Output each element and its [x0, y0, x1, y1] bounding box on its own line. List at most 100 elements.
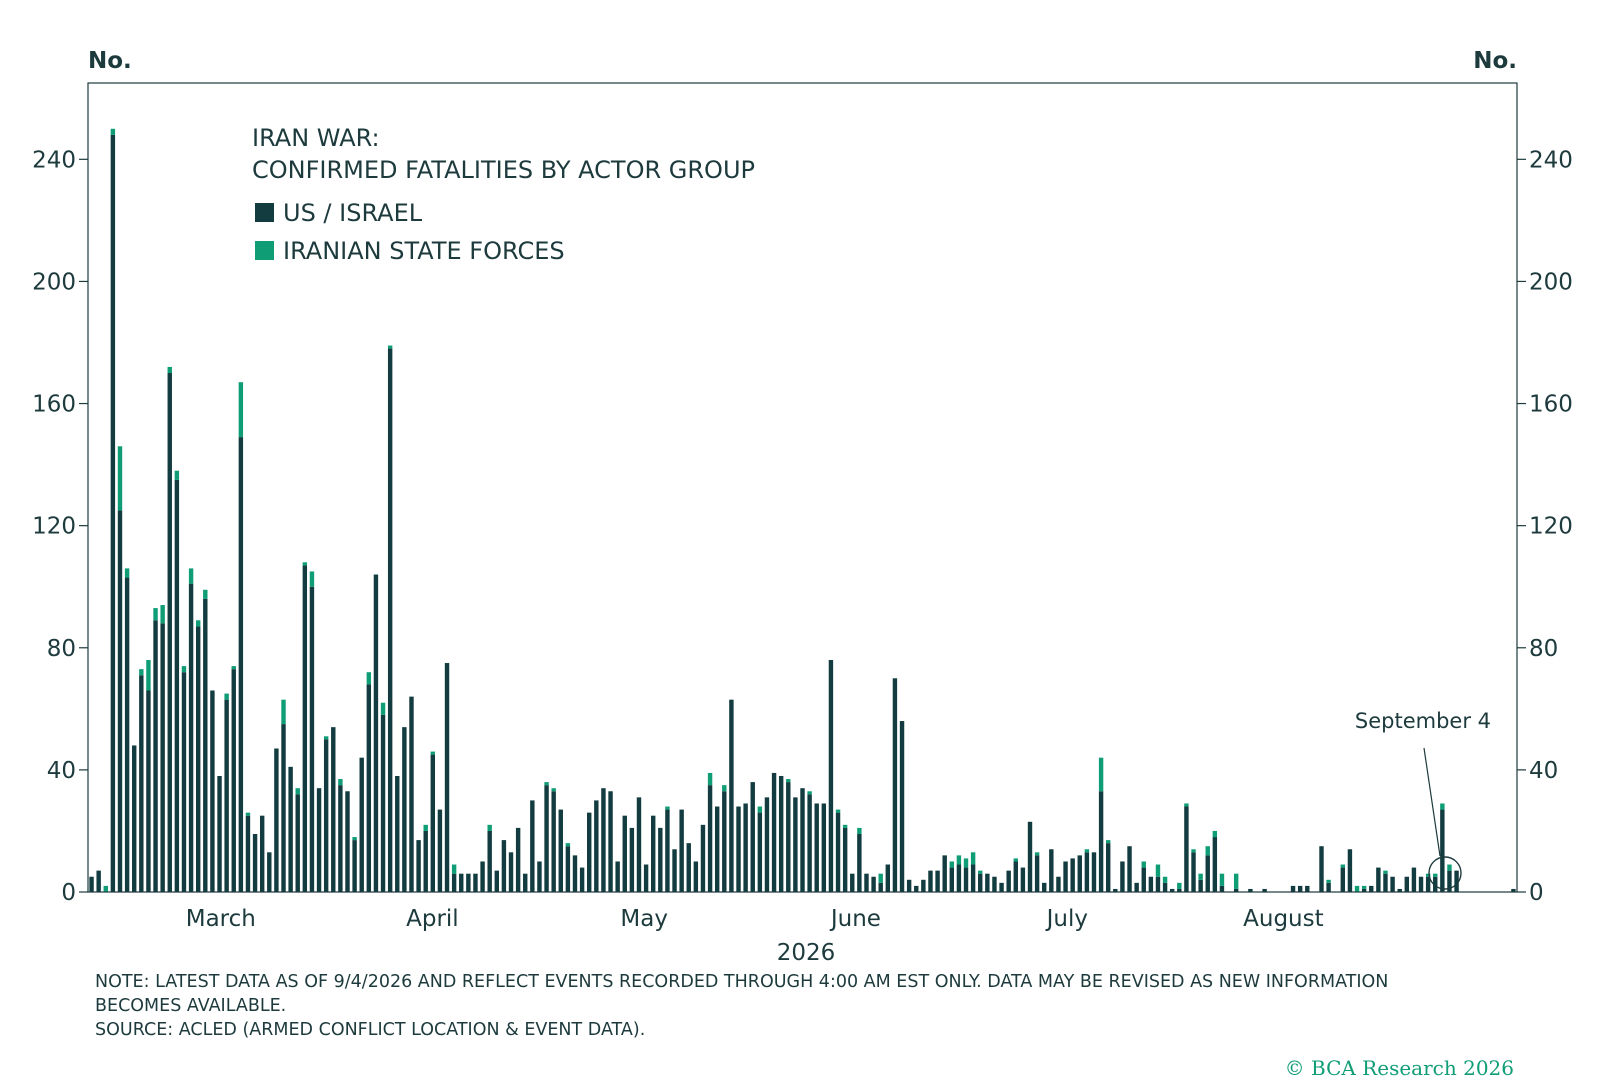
bar-us-israel	[778, 775, 784, 892]
bar-us-israel	[807, 794, 812, 892]
bar-us-israel	[928, 870, 933, 892]
bar-iranian-state-forces	[1212, 830, 1218, 838]
bar-us-israel	[1091, 852, 1097, 892]
bar-us-israel	[587, 812, 592, 892]
bar-iranian-state-forces	[1425, 873, 1431, 877]
note-line-1: NOTE: LATEST DATA AS OF 9/4/2026 AND REF…	[95, 972, 1389, 992]
bar-us-israel	[309, 586, 315, 892]
bar-iranian-state-forces	[551, 788, 556, 792]
bar-us-israel	[359, 757, 364, 892]
bar-us-israel	[323, 739, 329, 892]
y-unit-left: No.	[88, 48, 132, 74]
bar-us-israel	[1418, 876, 1424, 892]
chart-notes: NOTE: LATEST DATA AS OF 9/4/2026 AND REF…	[95, 970, 1515, 1042]
bar-iranian-state-forces	[1106, 840, 1111, 844]
bar-iranian-state-forces	[103, 885, 108, 892]
bar-iranian-state-forces	[338, 779, 343, 786]
bar-us-israel	[757, 812, 763, 892]
x-axis-year-label: 2026	[777, 940, 836, 966]
bar-us-israel	[978, 873, 983, 892]
annotation-label: September 4	[1355, 709, 1491, 733]
bar-us-israel	[1084, 852, 1090, 892]
bar-us-israel	[793, 797, 798, 892]
bar-us-israel	[572, 855, 578, 892]
bar-us-israel	[665, 809, 670, 892]
bar-us-israel	[1404, 876, 1410, 892]
legend-label-us-israel: US / ISRAEL	[283, 199, 423, 227]
bar-us-israel	[1326, 882, 1331, 892]
bar-iranian-state-forces	[707, 772, 713, 786]
bar-us-israel	[921, 879, 926, 892]
bar-us-israel	[352, 840, 357, 892]
bar-iranian-state-forces	[451, 864, 457, 874]
bar-us-israel	[530, 800, 535, 892]
legend-swatch-us-israel	[255, 203, 274, 222]
bar-iranian-state-forces	[1184, 803, 1189, 807]
bar-iranian-state-forces	[1433, 873, 1438, 877]
bar-iranian-state-forces	[1340, 864, 1346, 868]
bar-us-israel	[494, 870, 499, 892]
bar-us-israel	[217, 775, 222, 892]
bar-iranian-state-forces	[224, 693, 229, 700]
bar-us-israel	[956, 864, 962, 892]
bar-iranian-state-forces	[963, 858, 969, 868]
bar-iranian-state-forces	[195, 620, 201, 627]
y-unit-right: No.	[1473, 48, 1517, 74]
bar-us-israel	[1454, 870, 1459, 892]
bar-us-israel	[601, 788, 606, 892]
bar-us-israel	[395, 775, 400, 892]
note-line-2: BECOMES AVAILABLE.	[95, 996, 287, 1016]
x-month-label: March	[186, 906, 256, 932]
bar-us-israel	[651, 815, 656, 892]
bar-us-israel	[636, 797, 642, 892]
bar-iranian-state-forces	[117, 446, 123, 511]
y-tick-label-left: 0	[61, 880, 76, 906]
bar-iranian-state-forces	[1326, 879, 1331, 883]
annotation-circle	[1428, 856, 1462, 890]
bar-iranian-state-forces	[1447, 864, 1452, 871]
bar-us-israel	[338, 785, 343, 892]
bar-us-israel	[1390, 876, 1395, 892]
bar-us-israel	[110, 134, 116, 892]
bar-us-israel	[679, 809, 684, 892]
bar-us-israel	[835, 812, 841, 892]
bar-us-israel	[1397, 888, 1402, 892]
bar-us-israel	[594, 800, 599, 892]
bar-us-israel	[828, 659, 834, 892]
bar-iranian-state-forces	[1198, 873, 1203, 880]
bar-us-israel	[629, 827, 635, 892]
bar-iranian-state-forces	[1440, 803, 1445, 810]
bar-us-israel	[345, 791, 350, 892]
bar-us-israel	[1006, 870, 1011, 892]
x-month-label: August	[1243, 906, 1324, 932]
bar-us-israel	[949, 867, 954, 892]
bar-us-israel	[515, 827, 521, 892]
bar-us-israel	[96, 870, 101, 892]
legend-swatch-iranian-state-forces	[255, 241, 274, 260]
bar-iranian-state-forces	[786, 779, 791, 783]
bar-iranian-state-forces	[124, 568, 130, 578]
bar-us-israel	[1027, 821, 1033, 892]
bar-iranian-state-forces	[1013, 858, 1018, 862]
bar-iranian-state-forces	[1141, 861, 1146, 868]
bar-us-israel	[707, 785, 713, 892]
bar-us-israel	[402, 727, 407, 892]
bar-iranian-state-forces	[757, 806, 763, 813]
bar-us-israel	[252, 834, 258, 892]
bar-us-israel	[210, 690, 215, 892]
bar-us-israel	[1433, 876, 1438, 892]
bar-us-israel	[245, 815, 251, 892]
bar-us-israel	[167, 373, 172, 892]
bar-iranian-state-forces	[949, 861, 954, 868]
bar-iranian-state-forces	[842, 824, 848, 828]
bar-us-israel	[857, 834, 862, 892]
bar-us-israel	[139, 675, 144, 892]
bar-us-israel	[117, 510, 123, 892]
bar-iranian-state-forces	[352, 837, 357, 841]
bar-us-israel	[466, 873, 471, 892]
bar-us-israel	[672, 849, 677, 892]
bar-iranian-state-forces	[878, 873, 883, 883]
bar-us-israel	[999, 882, 1004, 892]
y-tick-label-right: 40	[1529, 758, 1558, 784]
bar-us-israel	[1184, 806, 1189, 892]
